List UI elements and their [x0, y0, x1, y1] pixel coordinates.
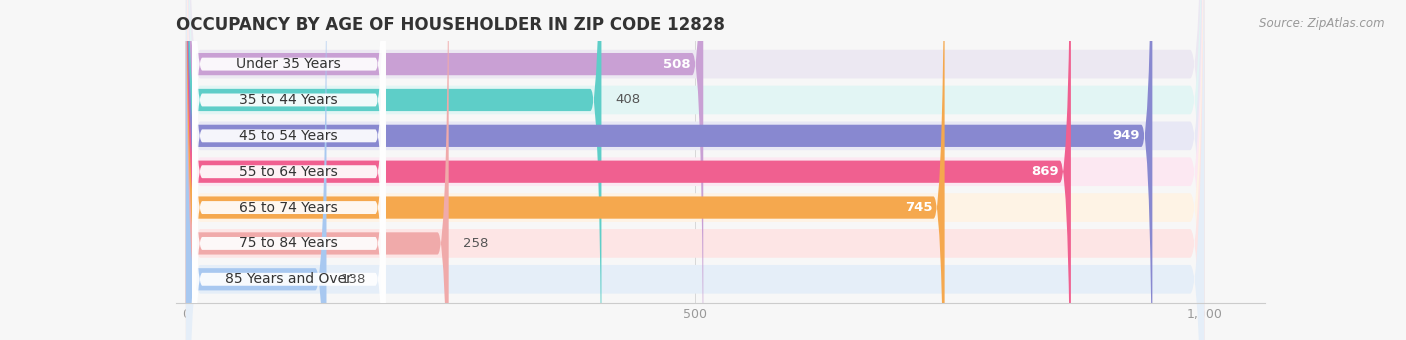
Text: 85 Years and Over: 85 Years and Over — [225, 272, 353, 286]
FancyBboxPatch shape — [186, 0, 1205, 340]
Text: 869: 869 — [1031, 165, 1059, 178]
Text: 65 to 74 Years: 65 to 74 Years — [239, 201, 339, 215]
FancyBboxPatch shape — [186, 0, 1205, 340]
FancyBboxPatch shape — [193, 0, 385, 340]
FancyBboxPatch shape — [193, 0, 385, 340]
Text: Source: ZipAtlas.com: Source: ZipAtlas.com — [1260, 17, 1385, 30]
FancyBboxPatch shape — [193, 0, 385, 340]
Text: 45 to 54 Years: 45 to 54 Years — [239, 129, 337, 143]
FancyBboxPatch shape — [186, 0, 1071, 340]
FancyBboxPatch shape — [193, 0, 385, 340]
Text: 75 to 84 Years: 75 to 84 Years — [239, 236, 339, 251]
FancyBboxPatch shape — [193, 0, 385, 340]
FancyBboxPatch shape — [186, 0, 449, 340]
FancyBboxPatch shape — [193, 0, 385, 340]
FancyBboxPatch shape — [186, 0, 602, 340]
FancyBboxPatch shape — [186, 0, 1205, 340]
Text: 258: 258 — [463, 237, 488, 250]
FancyBboxPatch shape — [193, 0, 385, 340]
Text: 745: 745 — [905, 201, 932, 214]
FancyBboxPatch shape — [186, 0, 945, 340]
FancyBboxPatch shape — [186, 0, 326, 340]
FancyBboxPatch shape — [186, 0, 1205, 340]
Text: 408: 408 — [616, 94, 641, 106]
Text: 949: 949 — [1112, 129, 1140, 142]
FancyBboxPatch shape — [186, 0, 1153, 340]
Text: 35 to 44 Years: 35 to 44 Years — [239, 93, 337, 107]
Text: Under 35 Years: Under 35 Years — [236, 57, 342, 71]
Text: 138: 138 — [340, 273, 366, 286]
Text: 55 to 64 Years: 55 to 64 Years — [239, 165, 339, 179]
FancyBboxPatch shape — [186, 0, 1205, 340]
Text: 508: 508 — [664, 57, 690, 71]
FancyBboxPatch shape — [186, 0, 1205, 340]
Text: OCCUPANCY BY AGE OF HOUSEHOLDER IN ZIP CODE 12828: OCCUPANCY BY AGE OF HOUSEHOLDER IN ZIP C… — [176, 16, 724, 34]
FancyBboxPatch shape — [186, 0, 1205, 340]
FancyBboxPatch shape — [186, 0, 703, 340]
